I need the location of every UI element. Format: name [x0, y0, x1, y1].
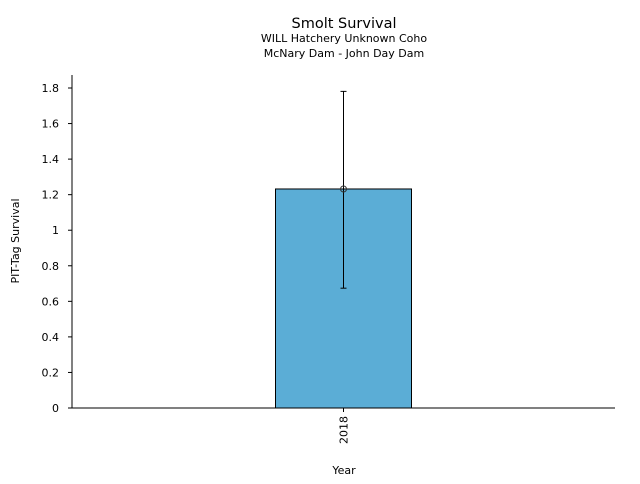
point-marker	[340, 185, 347, 193]
y-tick-label: 1.4	[42, 153, 60, 166]
y-tick-label: 1.8	[42, 82, 60, 95]
y-tick-label: 0.2	[42, 366, 60, 379]
y-tick-label: 0.6	[42, 295, 60, 308]
chart-title: Smolt Survival	[292, 16, 397, 32]
chart-subtitle-1: WILL Hatchery Unknown Coho	[261, 32, 427, 45]
y-axis-label: PIT-Tag Survival	[9, 198, 22, 283]
y-tick-label: 0.4	[42, 331, 60, 344]
y-tick-label: 1.6	[42, 118, 60, 131]
x-axis-label: Year	[331, 464, 356, 477]
y-tick-label: 0.8	[42, 260, 60, 273]
x-tick-label: 2018	[338, 416, 351, 444]
y-tick-label: 1.2	[42, 189, 60, 202]
y-tick-label: 0	[52, 402, 59, 415]
y-tick-label: 1	[52, 224, 59, 237]
chart-subtitle-2: McNary Dam - John Day Dam	[264, 47, 424, 60]
